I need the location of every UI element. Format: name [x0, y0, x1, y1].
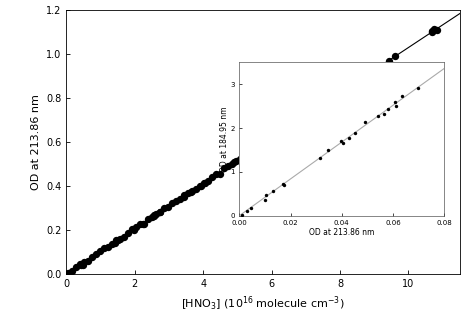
Point	[96, 248, 104, 253]
Point	[228, 161, 236, 166]
Point	[346, 84, 354, 89]
Point	[84, 258, 92, 263]
Point	[196, 184, 204, 189]
Point	[73, 264, 80, 269]
Point	[391, 54, 399, 59]
Point	[168, 200, 176, 205]
Point	[230, 160, 237, 165]
Point	[192, 186, 200, 191]
Point	[173, 199, 180, 204]
Point	[156, 209, 164, 214]
Point	[156, 209, 164, 214]
Point	[145, 217, 152, 222]
Point	[188, 188, 196, 193]
Point	[220, 166, 228, 171]
Point	[77, 262, 85, 268]
Point	[322, 99, 330, 104]
Point	[130, 227, 137, 232]
Point	[225, 164, 232, 169]
Point	[150, 213, 157, 218]
Point	[100, 246, 108, 251]
Point	[124, 231, 132, 236]
Point	[150, 212, 157, 217]
Point	[109, 241, 116, 246]
Point	[428, 30, 436, 35]
Point	[148, 214, 156, 219]
Point	[180, 194, 187, 199]
Point	[431, 26, 438, 32]
Point	[80, 260, 88, 265]
Point	[132, 224, 140, 229]
Point	[164, 205, 172, 210]
Y-axis label: OD at 213.86 nm: OD at 213.86 nm	[30, 94, 41, 190]
Point	[112, 237, 120, 242]
Point	[181, 192, 188, 197]
Point	[92, 251, 100, 256]
X-axis label: [HNO$_3$] (10$^{16}$ molecule cm$^{-3}$): [HNO$_3$] (10$^{16}$ molecule cm$^{-3}$)	[182, 294, 345, 313]
Point	[201, 181, 208, 186]
Point	[140, 221, 148, 226]
Point	[68, 268, 76, 273]
Point	[433, 27, 440, 32]
Point	[137, 221, 144, 226]
Point	[160, 206, 168, 211]
Point	[237, 156, 244, 162]
Point	[212, 172, 220, 177]
Point	[240, 153, 248, 158]
Point	[116, 236, 124, 241]
Point	[79, 262, 86, 267]
Point	[139, 221, 147, 226]
Point	[78, 261, 86, 266]
Point	[428, 29, 436, 34]
Point	[64, 270, 72, 275]
Point	[114, 238, 122, 243]
Point	[385, 58, 392, 63]
Point	[104, 245, 112, 250]
Point	[152, 212, 160, 217]
Point	[197, 183, 204, 188]
Point	[201, 180, 208, 185]
Point	[88, 254, 96, 260]
Point	[76, 261, 84, 266]
Point	[209, 174, 216, 179]
Point	[111, 240, 118, 245]
Point	[184, 191, 192, 196]
Point	[345, 85, 352, 90]
Point	[204, 179, 212, 184]
Point	[120, 234, 128, 240]
Point	[187, 189, 195, 194]
Point	[374, 65, 381, 71]
Point	[232, 158, 240, 164]
Point	[176, 196, 184, 201]
Point	[128, 227, 136, 232]
Point	[217, 171, 224, 176]
